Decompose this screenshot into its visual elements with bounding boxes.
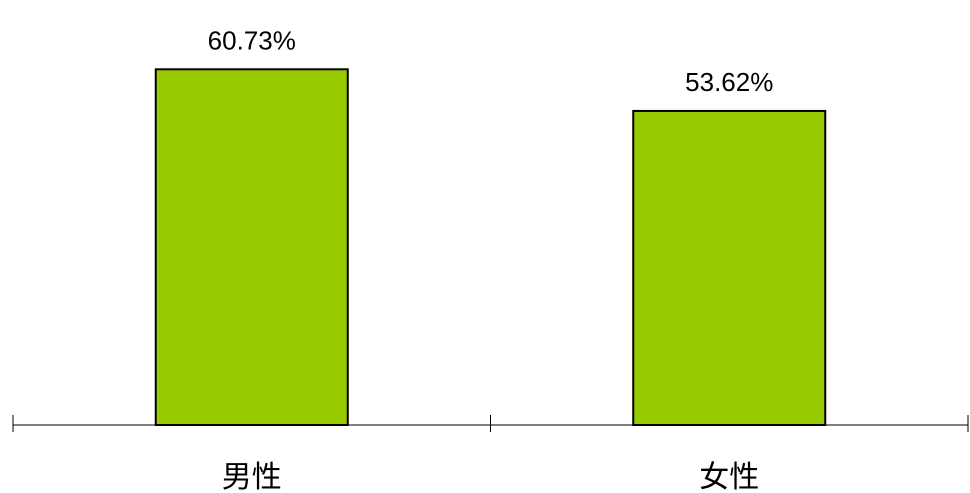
bar-2 [632,109,827,426]
category-label-1: 男性 [222,460,282,493]
bar-1 [154,68,349,426]
x-axis [12,415,969,432]
bars-layer [154,68,827,426]
labels-layer: 60.73% 男性 53.62% 女性 [208,25,774,493]
data-label-1: 60.73% [208,25,296,55]
category-label-2: 女性 [699,460,759,493]
data-label-2: 53.62% [685,67,773,97]
